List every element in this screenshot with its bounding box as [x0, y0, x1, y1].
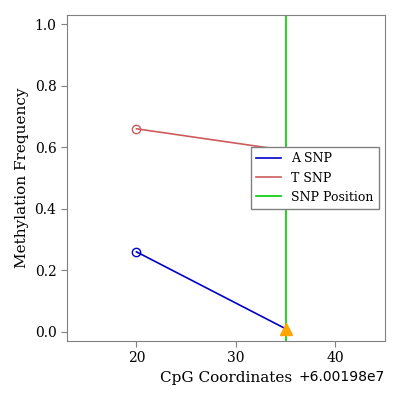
X-axis label: CpG Coordinates: CpG Coordinates	[160, 371, 292, 385]
Legend: A SNP, T SNP, SNP Position: A SNP, T SNP, SNP Position	[251, 147, 379, 209]
Y-axis label: Methylation Frequency: Methylation Frequency	[15, 88, 29, 268]
